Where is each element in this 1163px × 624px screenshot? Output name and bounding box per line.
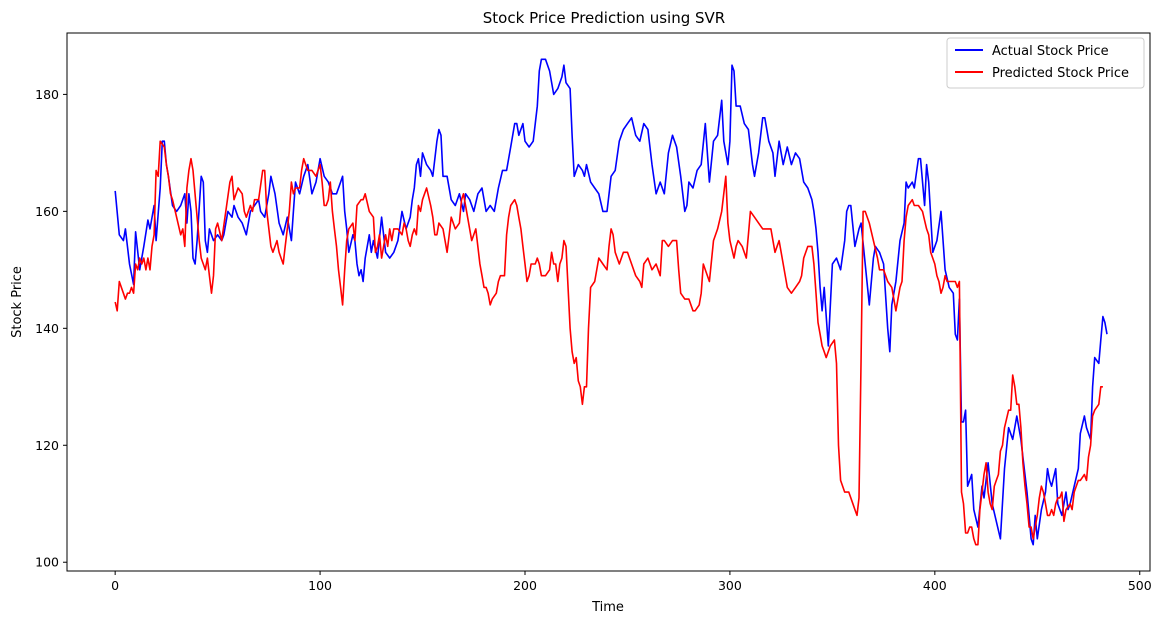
x-tick-label: 0 xyxy=(111,578,119,593)
y-tick-label: 100 xyxy=(35,555,59,570)
series-line-actual-stock-price xyxy=(114,58,1108,546)
legend-label-actual: Actual Stock Price xyxy=(992,44,1109,59)
x-tick-label: 400 xyxy=(923,578,947,593)
legend-label-predicted: Predicted Stock Price xyxy=(992,66,1129,81)
chart-title: Stock Price Prediction using SVR xyxy=(483,9,725,27)
y-tick-label: 180 xyxy=(35,87,59,102)
y-tick-label: 160 xyxy=(35,204,59,219)
x-tick-label: 200 xyxy=(513,578,537,593)
series-line-predicted-stock-price xyxy=(114,140,1103,546)
x-tick-label: 300 xyxy=(718,578,742,593)
y-tick-label: 140 xyxy=(35,321,59,336)
x-axis: 0 100 200 300 400 500 xyxy=(111,571,1152,593)
x-tick-label: 500 xyxy=(1128,578,1152,593)
plot-area xyxy=(114,58,1108,546)
legend: Actual Stock Price Predicted Stock Price xyxy=(946,37,1145,89)
y-axis: 100 120 140 160 180 xyxy=(35,87,67,570)
y-tick-label: 120 xyxy=(35,438,59,453)
legend-box xyxy=(946,37,1145,89)
x-axis-label: Time xyxy=(591,600,624,615)
y-axis-label: Stock Price xyxy=(10,266,25,338)
plot-frame xyxy=(66,32,1151,572)
x-tick-label: 100 xyxy=(308,578,332,593)
